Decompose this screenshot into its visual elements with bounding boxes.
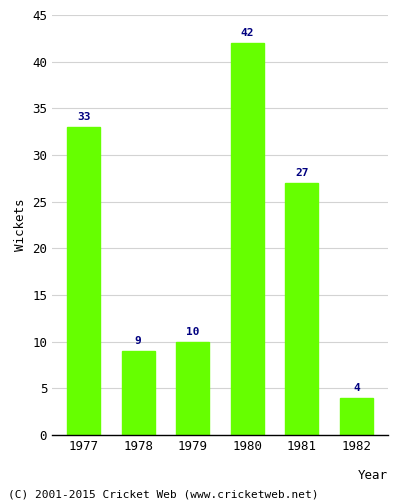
Text: 9: 9 (135, 336, 142, 346)
Bar (67, 127, 100, 435)
Bar (122, 351, 154, 435)
Text: 33: 33 (77, 112, 90, 122)
Text: 4: 4 (353, 383, 360, 393)
Bar (286, 183, 318, 435)
Bar (176, 342, 209, 435)
Text: Year: Year (358, 468, 388, 481)
Text: 27: 27 (295, 168, 308, 178)
Y-axis label: Wickets: Wickets (14, 198, 26, 251)
Text: 42: 42 (240, 28, 254, 38)
Bar (340, 398, 373, 435)
Text: 10: 10 (186, 327, 200, 337)
Bar (231, 43, 264, 435)
Text: (C) 2001-2015 Cricket Web (www.cricketweb.net): (C) 2001-2015 Cricket Web (www.cricketwe… (8, 490, 318, 500)
